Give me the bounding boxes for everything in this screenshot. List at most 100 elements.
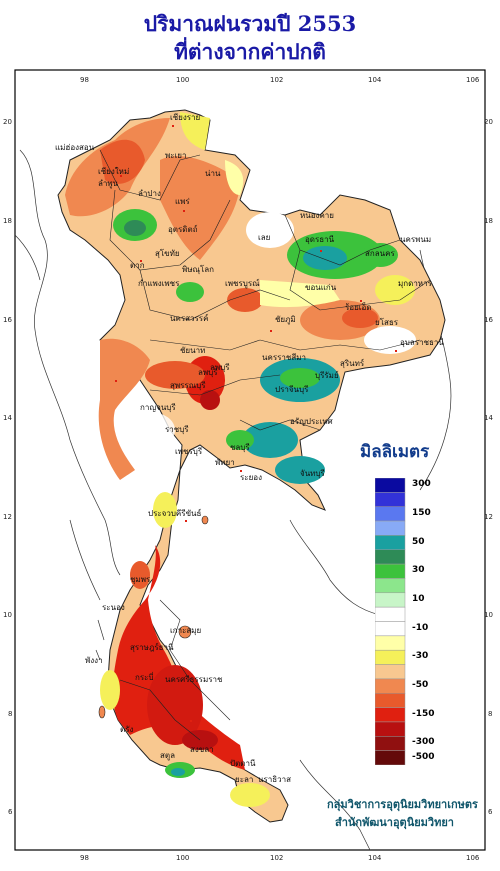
legend-swatch	[375, 478, 406, 493]
province-label: พังงา	[85, 656, 103, 665]
province-label: สตูล	[160, 751, 175, 761]
province-label: ราชบุรี	[165, 425, 189, 434]
province-label: อุดรธานี	[305, 235, 335, 244]
legend-swatch	[375, 606, 406, 622]
y-tick: 20	[484, 118, 493, 126]
axis-ticks: 98 100 102 104 106 98 100 102 104 106 20…	[3, 76, 493, 862]
map-title-line1: ปริมาณฝนรวมปี 2553	[143, 11, 357, 36]
province-boundaries	[99, 149, 431, 741]
legend-label: 10	[412, 593, 425, 604]
y-tick: 16	[3, 316, 12, 324]
province-label: ตาก	[130, 261, 145, 270]
province-label: นครศรีธรรมราช	[165, 675, 223, 684]
province-label: เชียงใหม่	[98, 167, 129, 176]
legend-label: -30	[412, 651, 429, 662]
province-label: สกลนคร	[365, 249, 395, 258]
province-label: สงขลา	[190, 745, 214, 754]
y-tick: 20	[3, 118, 12, 126]
legend-swatch	[375, 707, 406, 723]
legend-label: 300	[412, 479, 431, 490]
province-label: ขอนแก่น	[305, 283, 337, 292]
legend-swatch	[375, 592, 406, 608]
legend-swatch	[375, 520, 406, 536]
x-tick: 100	[176, 76, 189, 84]
province-label: พิษณุโลก	[182, 264, 214, 274]
y-tick: 14	[484, 414, 493, 422]
province-label: เชียงราย	[170, 113, 200, 122]
legend-label: -500	[412, 751, 435, 762]
province-label: แพร่	[175, 197, 190, 206]
province-label: ลำพูน	[98, 179, 119, 189]
legend-swatch	[375, 649, 406, 665]
y-tick: 12	[484, 513, 493, 521]
province-label: ลพบุรี	[210, 363, 230, 372]
province-label: น่าน	[205, 169, 221, 178]
legend-swatch	[375, 721, 406, 737]
province-label: ชัยภูมิ	[275, 315, 296, 325]
y-tick: 8	[8, 710, 12, 718]
province-label: ลำปาง	[138, 189, 161, 198]
province-label: หนองคาย	[300, 211, 334, 220]
y-tick: 6	[8, 808, 13, 816]
province-label: จันทบุรี	[300, 469, 326, 478]
province-label: ลพบุรี	[198, 368, 218, 377]
map-title-line2: ที่ต่างจากค่าปกติ	[174, 39, 326, 64]
province-label: ยะลา	[235, 775, 253, 784]
y-tick: 10	[3, 611, 12, 619]
province-label: เพชรบูรณ์	[225, 278, 260, 289]
islands	[98, 515, 209, 719]
province-label: ตรัง	[120, 725, 133, 734]
province-label: ร้อยเอ็ด	[345, 302, 372, 312]
station-dots	[115, 125, 397, 722]
province-label: พะเยา	[165, 151, 186, 160]
legend-swatch	[375, 678, 406, 694]
province-label: เลย	[258, 233, 270, 242]
y-tick: 14	[3, 414, 12, 422]
x-tick: 104	[368, 854, 382, 862]
legend-label: 150	[412, 507, 431, 518]
province-label: ปราจีนบุรี	[275, 385, 309, 394]
legend-label: 30	[412, 565, 425, 576]
province-label: ยโสธร	[375, 317, 399, 327]
legend-swatch	[375, 563, 406, 579]
y-tick: 18	[3, 217, 12, 225]
legend-swatch	[375, 736, 406, 751]
province-label: สุพรรณบุรี	[170, 381, 206, 390]
province-label: แม่ฮ่องสอน	[55, 143, 95, 152]
legend-swatch	[375, 664, 406, 680]
province-label: สุรินทร์	[340, 358, 365, 368]
province-label: อุตรดิตถ์	[168, 224, 198, 234]
legend-swatch	[375, 549, 406, 565]
province-label: พัทยา	[215, 458, 235, 467]
province-label: ระนอง	[102, 603, 125, 612]
province-labels: เชียงราย แม่ฮ่องสอน เชียงใหม่ ลำพูน ลำปา…	[55, 113, 444, 784]
province-label: ชุมพร	[130, 575, 151, 584]
province-label: มุกดาหาร	[398, 279, 433, 288]
legend-swatch	[375, 750, 406, 765]
y-tick: 8	[488, 710, 492, 718]
province-label: นครสวรรค์	[170, 313, 208, 323]
province-label: กาญจนบุรี	[140, 403, 176, 412]
province-label: อรัญประเทศ	[290, 417, 333, 426]
legend-color-bar	[375, 478, 406, 765]
legend-swatch	[375, 492, 406, 507]
province-label: บุรีรัมย์	[315, 370, 339, 380]
y-tick: 16	[484, 316, 493, 324]
credit-line1: กลุ่มวิชาการอุตุนิยมวิทยาเกษตร	[327, 798, 478, 811]
province-label: กระบี่	[135, 671, 154, 682]
province-label: ชลบุรี	[230, 443, 250, 452]
legend-swatch	[375, 635, 406, 651]
province-label: นราธิวาส	[258, 775, 291, 784]
y-tick: 18	[484, 217, 493, 225]
x-tick: 100	[176, 854, 189, 862]
province-label: สุโขทัย	[155, 248, 180, 258]
province-label: อุบลราชธานี	[400, 338, 444, 347]
legend-label: -50	[412, 680, 429, 691]
province-label: นครราชสีมา	[262, 353, 306, 362]
legend-label: -10	[412, 622, 429, 633]
province-label: ระยอง	[240, 473, 262, 482]
legend-swatch	[375, 506, 406, 522]
x-tick: 106	[466, 854, 480, 862]
province-label: นครพนม	[400, 235, 431, 244]
